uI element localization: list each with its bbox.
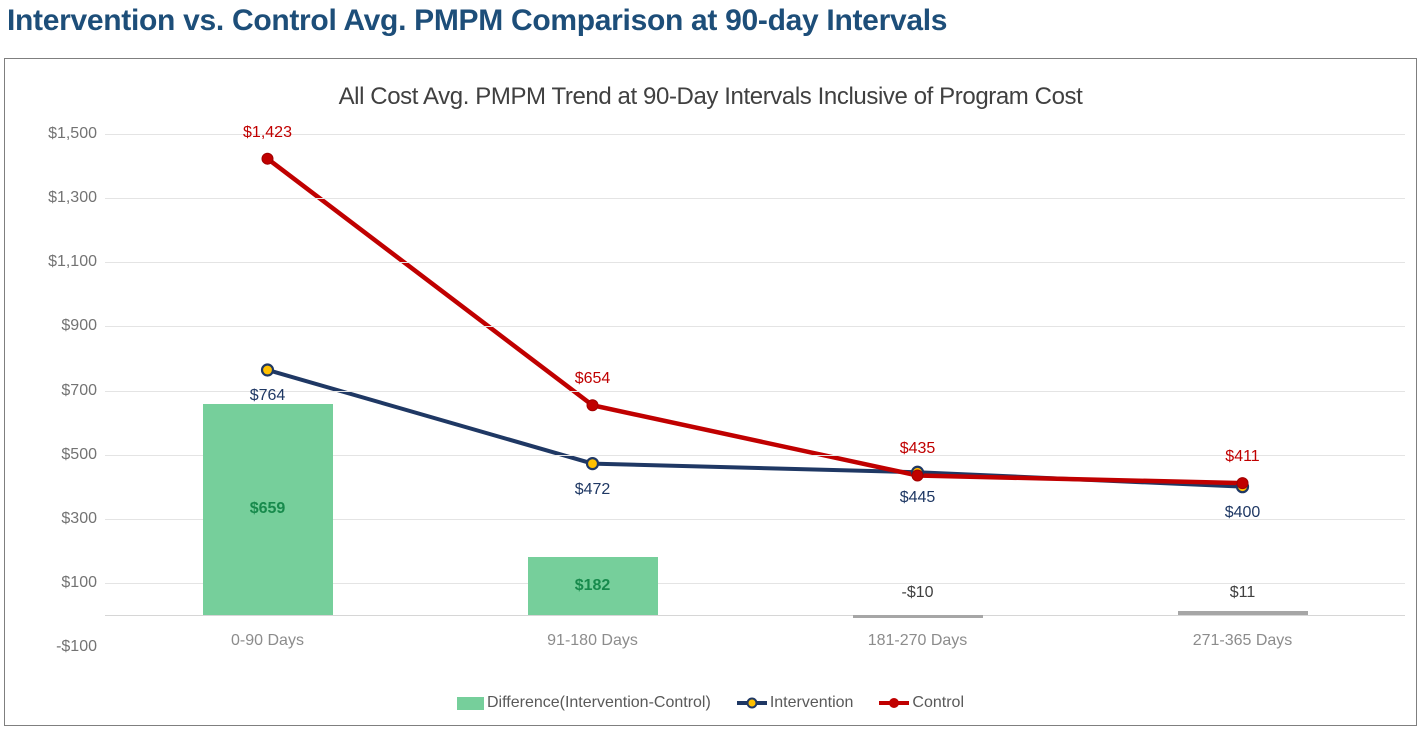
intervention-line bbox=[266, 368, 1243, 489]
y-axis-tick-label: $1,500 bbox=[48, 125, 97, 142]
zero-axis-line bbox=[105, 614, 1405, 616]
intervention-data-label: $764 bbox=[249, 386, 286, 404]
control-data-label: $1,423 bbox=[243, 123, 292, 141]
y-axis-tick-label: $500 bbox=[61, 445, 97, 463]
gridline bbox=[105, 134, 1405, 135]
x-axis-category-label: 0-90 Days bbox=[231, 632, 304, 649]
intervention-data-label: $445 bbox=[899, 489, 936, 507]
control-data-point bbox=[261, 152, 274, 165]
legend-label-control: Control bbox=[912, 694, 964, 711]
control-data-label: $654 bbox=[574, 370, 611, 388]
x-axis-category-label: 271-365 Days bbox=[1192, 632, 1293, 649]
chart-legend: Difference(Intervention-Control) Interve… bbox=[5, 694, 1416, 712]
x-axis-category-label: 181-270 Days bbox=[867, 632, 968, 649]
gridline bbox=[105, 454, 1405, 456]
difference-bar bbox=[1177, 611, 1308, 615]
gridline bbox=[105, 518, 1405, 520]
page-title: Intervention vs. Control Avg. PMPM Compa… bbox=[7, 4, 948, 37]
control-data-point bbox=[1236, 477, 1249, 490]
difference-bar-label: $182 bbox=[574, 576, 611, 594]
control-line bbox=[266, 156, 1243, 486]
gridline bbox=[105, 198, 1405, 200]
difference-bar bbox=[202, 403, 333, 615]
line-series-canvas bbox=[260, 152, 1250, 494]
difference-bar-label: $11 bbox=[1229, 583, 1256, 601]
y-axis-tick-label: -$100 bbox=[56, 638, 97, 655]
legend-label-intervention: Intervention bbox=[769, 694, 854, 711]
control-data-point bbox=[586, 399, 599, 412]
legend-item-control: Control bbox=[879, 694, 964, 712]
difference-bar bbox=[852, 614, 983, 619]
difference-bar-label: $659 bbox=[249, 500, 286, 518]
legend-item-intervention: Intervention bbox=[736, 694, 854, 712]
legend-label-difference: Difference(Intervention-Control) bbox=[487, 694, 711, 711]
gridline bbox=[105, 262, 1405, 264]
y-axis-tick-label: $300 bbox=[61, 509, 97, 527]
gridline bbox=[105, 582, 1405, 584]
intervention-data-point bbox=[585, 457, 600, 471]
difference-bar-swatch-icon bbox=[457, 696, 484, 710]
intervention-line-marker-icon bbox=[736, 697, 767, 709]
gridline bbox=[105, 326, 1405, 328]
y-axis-tick-label: $1,100 bbox=[48, 253, 97, 271]
chart-container: All Cost Avg. PMPM Trend at 90-Day Inter… bbox=[4, 58, 1417, 726]
control-data-label: $435 bbox=[899, 440, 936, 458]
y-axis-tick-label: $100 bbox=[61, 573, 97, 591]
plot-area: $659 $182 -$10 $11 $764 $472 $445 $400 $1,423 $65… bbox=[105, 124, 1405, 647]
y-axis-tick-label: $1,300 bbox=[48, 189, 97, 207]
difference-bar-label: -$10 bbox=[901, 583, 934, 601]
intervention-data-point bbox=[260, 363, 275, 377]
intervention-data-label: $400 bbox=[1224, 503, 1261, 521]
gridline bbox=[105, 390, 1405, 392]
chart-title: All Cost Avg. PMPM Trend at 90-Day Inter… bbox=[338, 83, 1083, 110]
control-line-marker-icon bbox=[879, 698, 910, 708]
intervention-data-label: $472 bbox=[574, 480, 611, 498]
difference-bar bbox=[527, 556, 658, 615]
y-axis-tick-label: $700 bbox=[61, 381, 97, 399]
control-data-point bbox=[911, 469, 924, 482]
legend-item-difference: Difference(Intervention-Control) bbox=[457, 694, 711, 712]
x-axis-category-label: 91-180 Days bbox=[547, 632, 638, 649]
y-axis-tick-label: $900 bbox=[61, 317, 97, 335]
control-data-label: $411 bbox=[1225, 448, 1260, 466]
